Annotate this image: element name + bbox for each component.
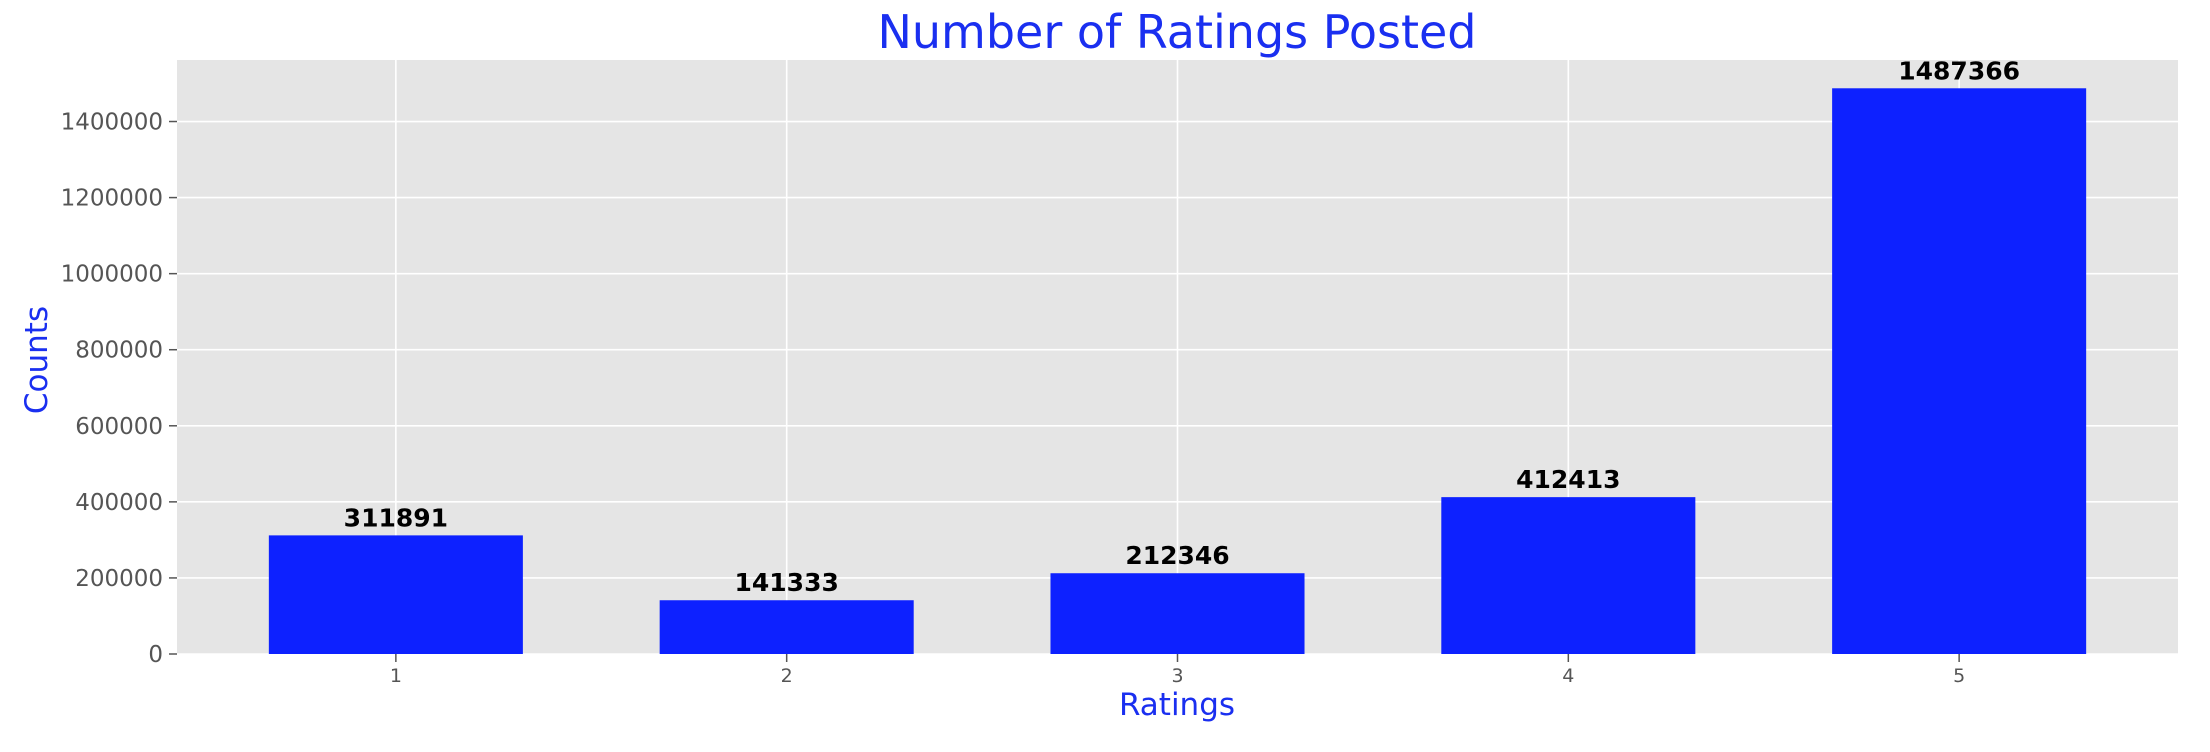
data-label-2: 141333 (734, 568, 838, 597)
data-label-4: 412413 (1516, 465, 1620, 494)
y-axis-label: Counts (19, 306, 55, 414)
bar-5 (1832, 88, 2087, 655)
x-tick-label: 2 (781, 665, 793, 687)
y-tick-label: 800000 (75, 338, 163, 364)
y-tick-label: 1000000 (61, 262, 163, 288)
bar-3 (1050, 573, 1305, 654)
data-labels: 311891 141333 212346 412413 1487366 (344, 56, 2020, 597)
y-axis-ticks: 0 200000 400000 600000 800000 1000000 1200000 1… (61, 110, 177, 668)
y-tick-label: 0 (148, 642, 163, 668)
x-axis-ticks: 1 2 3 4 5 (390, 654, 1965, 687)
data-label-3: 212346 (1125, 541, 1229, 570)
chart-title: Number of Ratings Posted (877, 5, 1476, 59)
y-tick-label: 600000 (75, 414, 163, 440)
x-tick-label: 3 (1171, 665, 1183, 687)
x-axis-label: Ratings (1119, 687, 1235, 723)
data-label-5: 1487366 (1898, 56, 2020, 85)
x-tick-label: 4 (1562, 665, 1574, 687)
x-tick-label: 5 (1953, 665, 1965, 687)
data-label-1: 311891 (344, 503, 448, 532)
y-tick-label: 1400000 (61, 110, 163, 136)
bar-1 (268, 535, 523, 654)
y-tick-label: 200000 (75, 566, 163, 592)
bars (268, 88, 2087, 655)
x-tick-label: 1 (390, 665, 402, 687)
bar-2 (659, 600, 914, 654)
y-tick-label: 400000 (75, 490, 163, 516)
bar-4 (1441, 497, 1696, 654)
y-tick-label: 1200000 (61, 186, 163, 212)
